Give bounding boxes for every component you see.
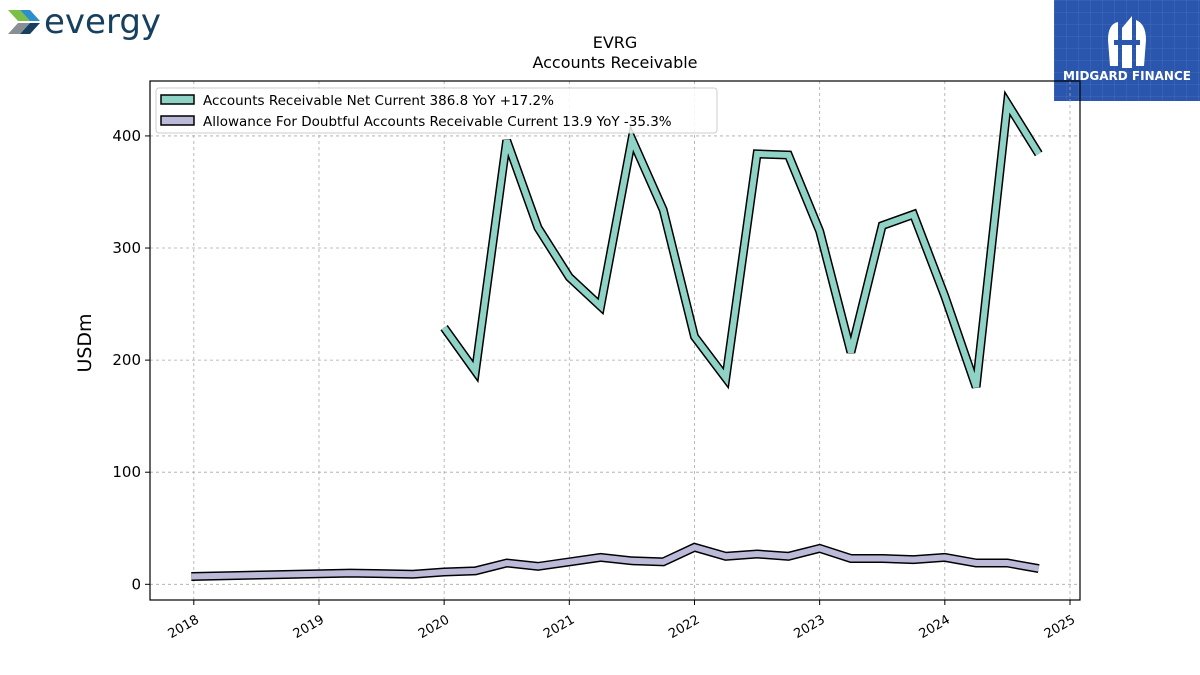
plot-frame [149,80,1081,601]
y-axis-label: USDm [74,313,96,372]
x-tick-label: 2019 [291,612,327,642]
y-tick-label: 0 [131,575,141,593]
midgard-finance-logo: MIDGARD FINANCE [1054,0,1200,101]
evergy-wordmark: evergy [44,2,162,42]
legend-label-receivable: Accounts Receivable Net Current 386.8 Yo… [203,93,554,109]
x-tick-label: 2020 [416,612,452,642]
midgard-emblem-icon [1108,16,1146,68]
y-tick-label: 100 [112,463,141,481]
y-tick-label: 300 [112,239,141,257]
x-tick-label: 2024 [917,612,953,642]
series-receivable [440,89,1043,390]
y-tick-label: 200 [112,351,141,369]
x-tick-label: 2022 [666,612,702,642]
legend-swatch-allowance [160,115,195,126]
legend-swatch-receivable [160,94,195,105]
series-line [191,544,1040,580]
x-tick-label: 2018 [166,612,202,642]
chart-title: EVRG [593,33,638,52]
chart-subtitle: Accounts Receivable [532,53,697,72]
y-tick-label: 400 [112,127,141,145]
x-tick-label: 2025 [1042,612,1078,642]
series-allowance [191,542,1040,581]
series-line [441,94,1042,388]
evergy-logo: evergy [6,2,161,42]
midgard-brand-text: MIDGARD FINANCE [1063,69,1191,83]
legend-label-allowance: Allowance For Doubtful Accounts Receivab… [203,114,672,130]
evergy-chevron-icon [8,10,40,34]
legend: Accounts Receivable Net Current 386.8 Yo… [155,87,718,134]
legend-box [155,87,718,134]
x-tick-label: 2021 [541,612,577,642]
x-tick-label: 2023 [791,612,827,642]
